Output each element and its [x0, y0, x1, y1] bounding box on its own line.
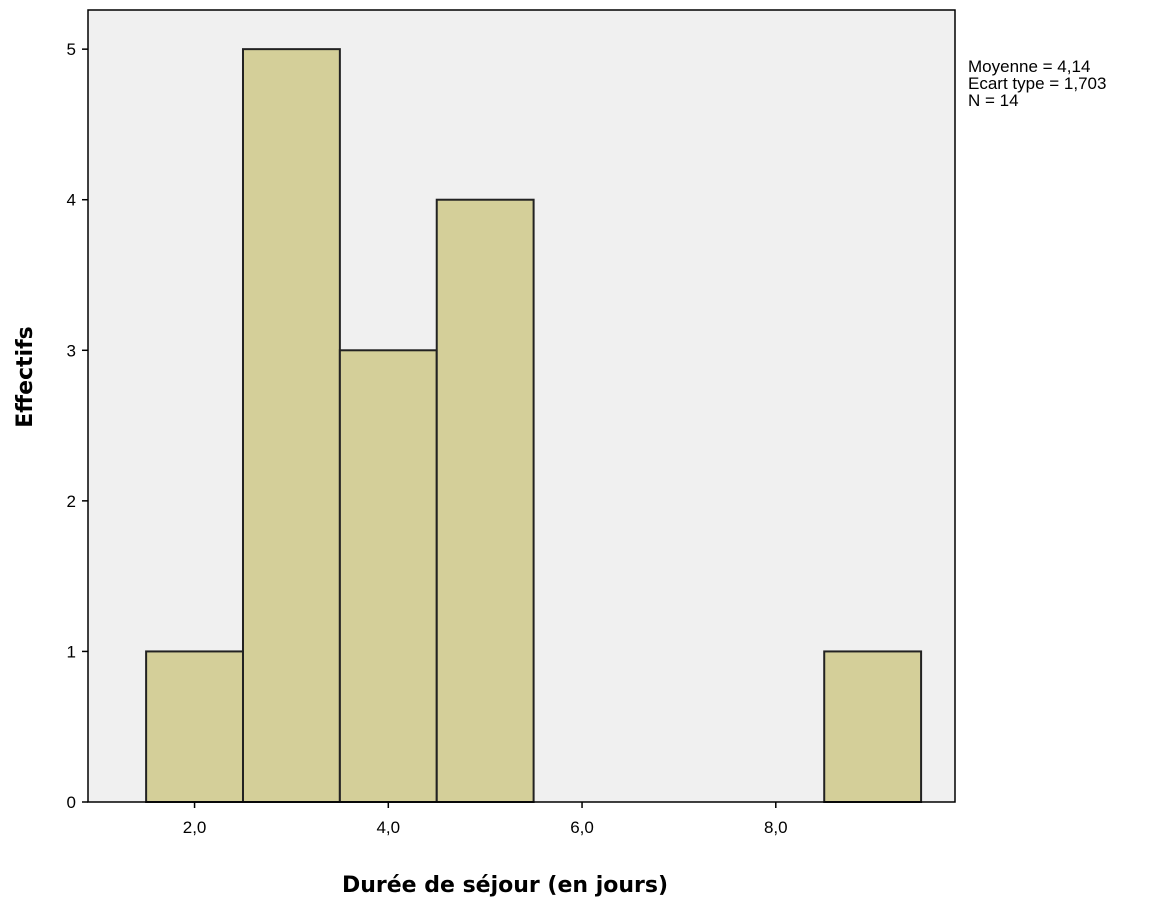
y-tick-label: 0 — [67, 793, 76, 812]
x-axis-title: Durée de séjour (en jours) — [342, 873, 668, 898]
y-tick-label: 1 — [67, 642, 76, 661]
histogram-bar — [241, 48, 341, 803]
histogram-bar — [145, 650, 244, 804]
stats-line: Moyenne = 4,14 — [968, 57, 1090, 76]
x-axis: 2,0 4,0 6,0 8,0 — [183, 802, 788, 837]
histogram-bar — [435, 198, 535, 803]
y-tick-label: 4 — [67, 191, 76, 210]
x-tick-label: 6,0 — [570, 818, 594, 837]
y-axis-title: Effectifs — [13, 326, 38, 428]
x-tick-label: 8,0 — [764, 818, 788, 837]
x-tick-label: 2,0 — [183, 818, 207, 837]
y-tick-label: 2 — [67, 492, 76, 511]
stats-line: Ecart type = 1,703 — [968, 74, 1106, 93]
x-tick-label: 4,0 — [376, 818, 400, 837]
histogram-bar — [823, 650, 923, 804]
histogram-bars — [145, 48, 923, 804]
y-tick-label: 3 — [67, 341, 76, 360]
stats-line: N = 14 — [968, 91, 1019, 110]
y-tick-label: 5 — [67, 40, 76, 59]
y-axis: 0 1 2 3 4 5 — [67, 40, 88, 812]
histogram-bar — [338, 349, 438, 803]
plot-frame — [87, 9, 956, 803]
